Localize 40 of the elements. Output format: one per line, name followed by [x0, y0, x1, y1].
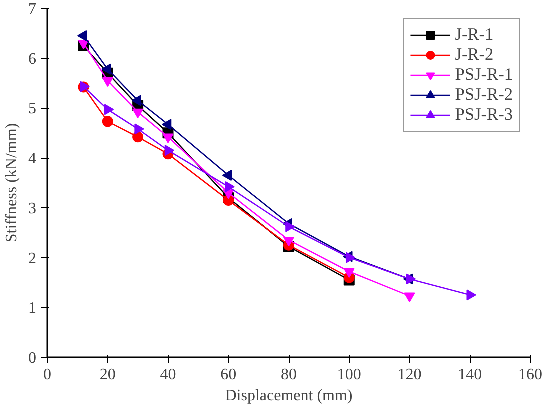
legend-label: J-R-2 [455, 45, 494, 65]
point [466, 290, 476, 301]
x-tick-label: 20 [100, 366, 116, 384]
point [404, 292, 416, 302]
legend-label: PSJ-R-2 [455, 85, 513, 105]
point [102, 116, 114, 128]
x-tick-label: 140 [458, 366, 482, 384]
point [134, 124, 144, 135]
point [102, 77, 114, 88]
y-tick-label: 2 [28, 250, 36, 268]
y-tick-label: 4 [28, 150, 36, 168]
x-tick-label: 160 [518, 366, 542, 384]
legend-label: PSJ-R-1 [455, 65, 513, 85]
y-tick-label: 0 [28, 350, 36, 367]
y-axis-title: Stiffness (kN/mm) [4, 123, 20, 243]
x-tick-label: 100 [337, 366, 362, 384]
y-tick-label: 5 [28, 100, 36, 118]
point [406, 274, 416, 285]
x-tick-label: 0 [44, 366, 52, 384]
point [286, 221, 296, 232]
point [284, 236, 294, 247]
legend-label: J-R-1 [455, 25, 494, 45]
x-tick-label: 60 [220, 366, 237, 384]
point [162, 134, 174, 144]
point [164, 145, 175, 156]
point [344, 268, 355, 278]
point [346, 252, 356, 264]
y-tick-label: 3 [28, 200, 36, 218]
point [104, 104, 114, 116]
y-tick-label: 7 [28, 1, 36, 18]
point [132, 132, 144, 143]
point [225, 181, 235, 192]
point [132, 108, 144, 118]
x-tick-label: 80 [281, 366, 297, 384]
y-tick-label: 1 [28, 300, 36, 318]
legend-label: PSJ-R-3 [455, 105, 513, 125]
x-axis-title: Displacement (mm) [225, 388, 353, 404]
y-tick-label: 6 [28, 50, 36, 68]
x-tick-label: 120 [398, 366, 422, 384]
x-tick-label: 40 [160, 366, 176, 384]
